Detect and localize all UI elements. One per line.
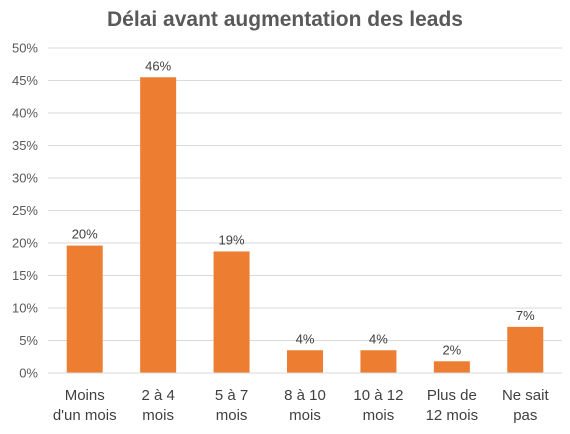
y-tick-label: 15%	[12, 268, 38, 283]
y-tick-label: 20%	[12, 236, 38, 251]
bar	[360, 350, 397, 373]
y-tick-label: 0%	[19, 366, 38, 381]
y-tick-label: 30%	[12, 171, 38, 186]
chart-title: Délai avant augmentation des leads	[107, 8, 463, 31]
category-label: Ne sait	[502, 387, 550, 404]
y-tick-label: 10%	[12, 301, 38, 316]
category-label: 8 à 10	[284, 387, 326, 404]
category-label: 2 à 4	[141, 387, 174, 404]
data-label: 2%	[442, 342, 461, 357]
bar	[287, 350, 323, 373]
data-label: 46%	[145, 58, 171, 73]
bar	[433, 361, 470, 373]
category-label: mois	[289, 407, 321, 424]
category-label: d'un mois	[53, 407, 117, 424]
data-label: 19%	[219, 232, 245, 247]
bar	[66, 245, 103, 373]
category-label: Moins	[65, 387, 105, 404]
category-label: Plus de	[427, 387, 477, 404]
category-label: 12 mois	[426, 407, 479, 424]
data-label: 7%	[516, 308, 535, 323]
category-label: pas	[513, 407, 537, 424]
category-label: mois	[363, 407, 395, 424]
y-tick-label: 5%	[19, 333, 38, 348]
y-tick-label: 50%	[12, 41, 38, 56]
bar	[213, 251, 250, 373]
y-tick-label: 35%	[12, 138, 38, 153]
category-label: 10 à 12	[353, 387, 403, 404]
bar	[507, 326, 544, 373]
data-label: 20%	[72, 227, 98, 242]
y-tick-label: 40%	[12, 106, 38, 121]
y-tick-label: 25%	[12, 203, 38, 218]
data-label: 4%	[296, 331, 315, 346]
y-tick-label: 45%	[12, 73, 38, 88]
data-label: 4%	[369, 331, 388, 346]
category-label: 5 à 7	[215, 387, 248, 404]
category-label: mois	[216, 407, 248, 424]
category-label: mois	[142, 407, 174, 424]
bar	[140, 77, 177, 373]
